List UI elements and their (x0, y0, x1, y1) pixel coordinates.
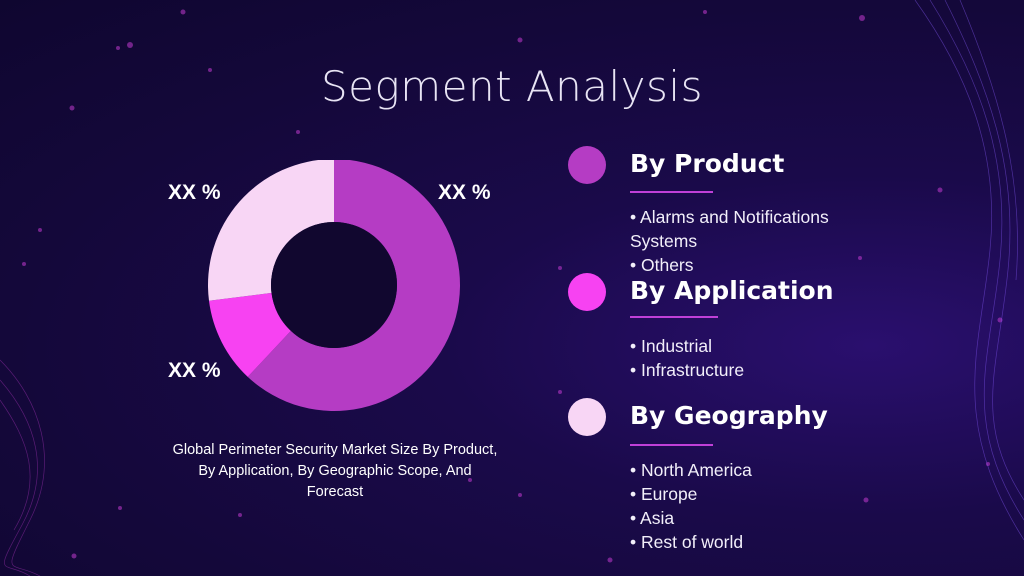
donut-svg (208, 159, 461, 411)
segment-divider (630, 444, 713, 446)
list-item: • Others (630, 255, 694, 275)
segment-list: • Industrial • Infrastructure (630, 334, 850, 382)
segment-heading: By Geography (630, 401, 828, 430)
donut-slice-application (208, 292, 291, 377)
donut-hole (271, 222, 397, 348)
segment-dot (568, 273, 606, 311)
segment-heading: By Application (630, 276, 834, 305)
segment-divider (630, 191, 713, 193)
segment-list: • Alarms and Notifications Systems • Oth… (630, 205, 850, 277)
chart-caption: Global Perimeter Security Market Size By… (172, 442, 498, 500)
segment-list: • North America • Europe • Asia • Rest o… (630, 458, 850, 554)
list-item: • Alarms and Notifications Systems (630, 207, 829, 251)
list-item: • Rest of world (630, 532, 744, 552)
segment-heading: By Product (630, 149, 785, 178)
list-item: • Infrastructure (630, 360, 745, 380)
donut-chart (200, 159, 470, 420)
donut-slice-geography (208, 159, 334, 301)
page-title: Segment Analysis (321, 62, 703, 111)
segment-divider (630, 316, 718, 318)
slice-label-application: XX % (168, 359, 221, 382)
slice-label-product: XX % (438, 181, 491, 204)
list-item: • Industrial (630, 336, 712, 356)
list-item: • North America (630, 460, 752, 480)
segment-dot (568, 146, 606, 184)
donut-slice-product (247, 159, 461, 411)
segment-dot (568, 398, 606, 436)
list-item: • Asia (630, 508, 675, 528)
slice-label-geography: XX % (168, 181, 221, 204)
list-item: • Europe (630, 484, 698, 504)
